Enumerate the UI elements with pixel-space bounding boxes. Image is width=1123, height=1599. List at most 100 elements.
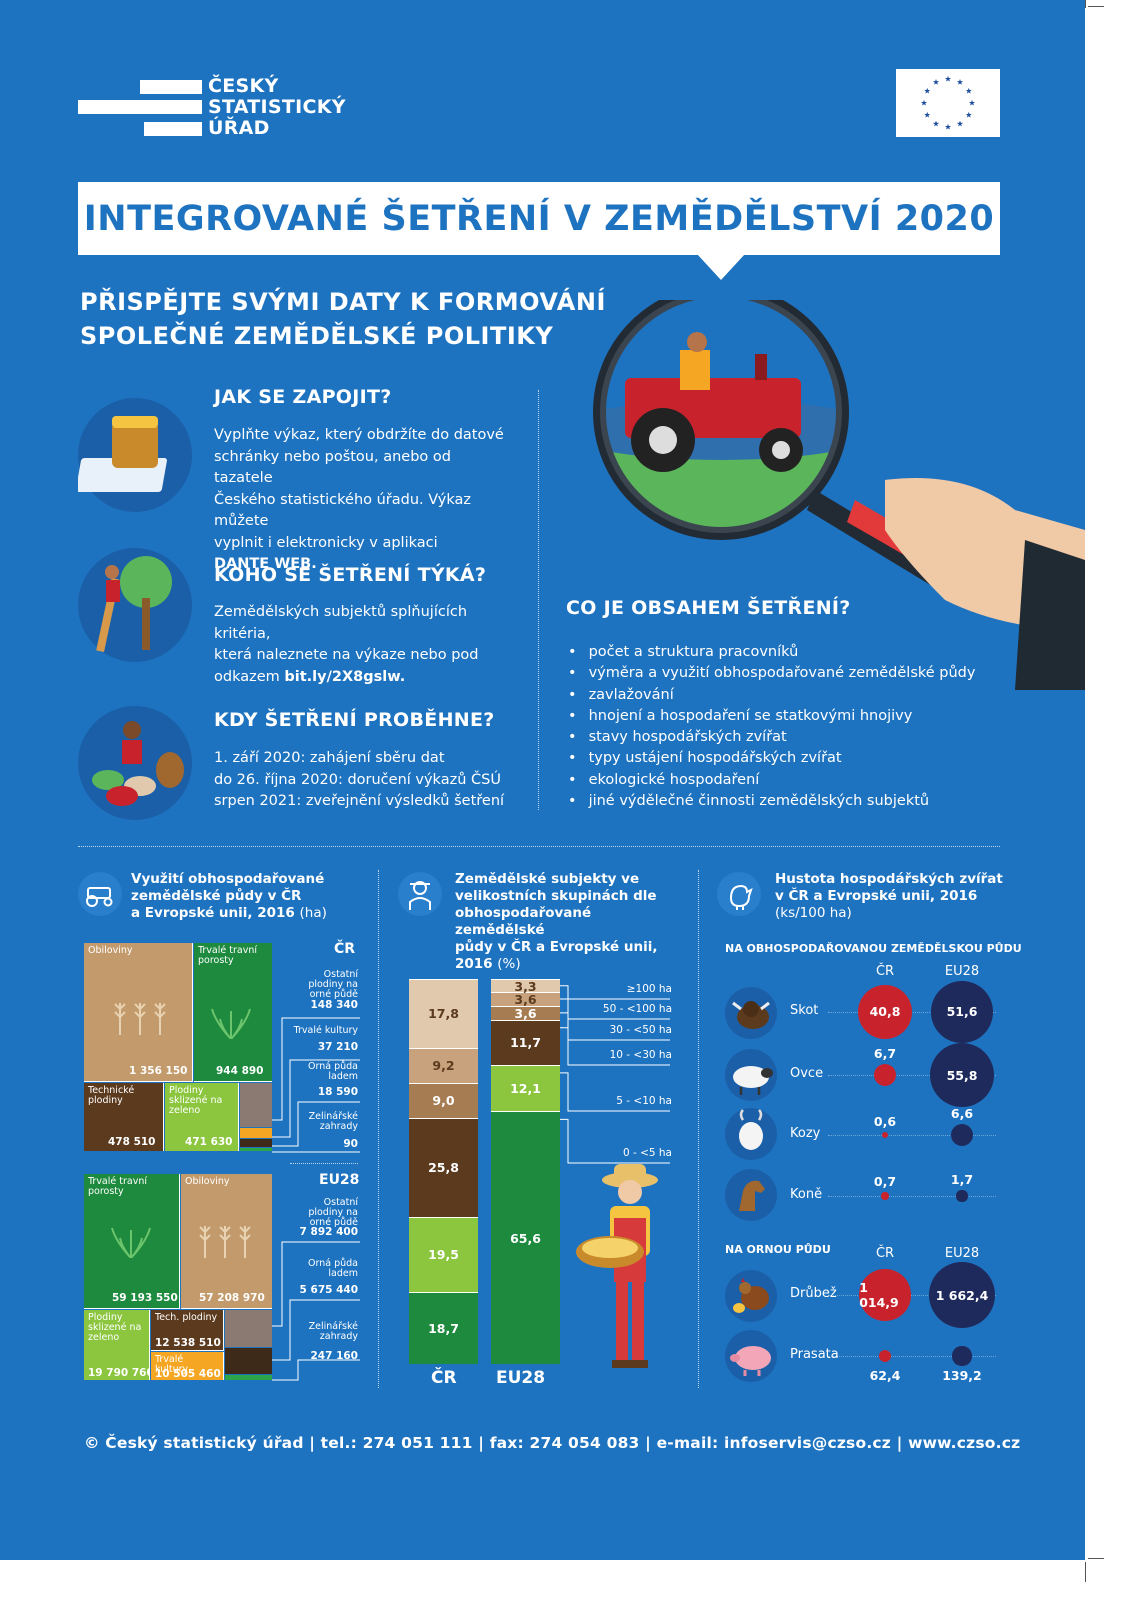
density-bubble-cr <box>881 1131 889 1139</box>
who-text: Zemědělských subjektů splňujících kritér… <box>214 604 479 685</box>
crop-mark <box>1085 1562 1086 1582</box>
eu-star <box>956 79 964 85</box>
farmer-with-grain-illustration <box>576 1164 658 1368</box>
eu-star <box>920 99 928 106</box>
bar-segment: 3,6 <box>491 992 560 1007</box>
criteria-link[interactable]: bit.ly/2X8gslw. <box>284 668 406 685</box>
chart3-col-eu-2: EU28 <box>944 1246 980 1261</box>
treemap-cell: Obiloviny 1 356 150 <box>84 943 193 1082</box>
animal-label: Ovce <box>790 1066 824 1081</box>
treemap-cell-fallow <box>225 1348 272 1374</box>
treemap-eu: Trvalé travní porosty 59 193 550 Obilovi… <box>84 1174 272 1380</box>
stacked-bar-eu: 65,6 12,1 11,7 3,6 3,6 3,3 <box>491 979 560 1364</box>
treemap-cr-leaders <box>272 1017 360 1153</box>
size-group-label: ≥100 ha <box>626 983 672 995</box>
when-text: 1. září 2020: zahájení sběru dat do 26. … <box>214 750 505 809</box>
tractor-icon <box>78 872 122 916</box>
chart-divider-2 <box>698 870 699 1388</box>
density-value: 6,7 <box>873 1045 897 1061</box>
side-label: Orná půda ladem <box>308 1061 358 1082</box>
density-bubble-eu <box>950 1123 973 1146</box>
size-leader-line <box>560 1027 670 1066</box>
eu-star <box>956 120 964 127</box>
dante-web-link[interactable]: DANTE WEB. <box>214 556 317 572</box>
chart3-title: Hustota hospodářských zvířat v ČR a Evro… <box>775 871 1003 921</box>
density-value: 62,4 <box>869 1368 901 1383</box>
animal-label: Skot <box>790 1003 819 1018</box>
subtitle: PŘISPĚJTE SVÝMI DATY K FORMOVÁNÍ SPOLEČN… <box>80 288 606 350</box>
row-guide <box>828 1012 996 1013</box>
row-guide <box>828 1196 996 1197</box>
title-pointer <box>697 254 745 280</box>
treemap-cell: Technické plodiny 478 510 <box>84 1083 164 1151</box>
density-value: 6,6 <box>950 1105 974 1121</box>
eu-star <box>965 111 972 118</box>
side-label: Zelinářské zahrady <box>308 1321 358 1342</box>
when-heading: KDY ŠETŘENÍ PROBĚHNE? <box>214 709 495 731</box>
treemap-cell: Trvalé kultury 10 505 460 <box>151 1352 224 1380</box>
side-label: Trvalé kultury <box>293 1025 358 1036</box>
pig-icon <box>725 1330 777 1382</box>
list-item: hnojení a hospodaření se statkovými hnoj… <box>568 706 1008 727</box>
bar-segment: 11,7 <box>491 1019 560 1065</box>
size-group-label: 30 - <50 ha <box>609 1024 672 1036</box>
animal-label: Drůbež <box>790 1286 837 1301</box>
size-group-label: 0 - <5 ha <box>622 1147 672 1159</box>
join-heading: JAK SE ZAPOJIT? <box>214 386 392 408</box>
treemap-cell-other-crops <box>240 1083 272 1127</box>
treemap-cr: Obiloviny 1 356 150 Trvalé travní porost… <box>84 943 272 1151</box>
treemap-cell-gardens <box>225 1375 272 1380</box>
chicken-icon <box>717 872 761 916</box>
size-group-label: 5 - <10 ha <box>616 1095 672 1107</box>
density-bubble-cr <box>878 1349 892 1363</box>
czso-logo[interactable]: ČESKÝ STATISTICKÝ ÚŘAD <box>78 76 346 140</box>
list-item: jiné výdělečné činnosti zemědělských sub… <box>568 791 1008 812</box>
animal-label: Koně <box>790 1187 823 1202</box>
eu-flag-icon <box>896 69 1000 137</box>
list-item: stavy hospodářských zvířat <box>568 727 1008 748</box>
chart1-title: Využití obhospodařované zemědělské půdy … <box>131 871 327 921</box>
density-bubble-eu: 1 662,4 <box>929 1262 995 1328</box>
side-value: 148 340 <box>310 999 359 1011</box>
chart-divider-1 <box>378 870 379 1388</box>
vegetable-vendor-icon <box>78 706 192 820</box>
chart1-divider <box>290 1163 358 1164</box>
animal-label: Kozy <box>790 1126 821 1141</box>
size-group-label: 50 - <100 ha <box>602 1003 672 1015</box>
bar-segment: 18,7 <box>409 1292 478 1364</box>
sheep-icon <box>725 1049 777 1101</box>
chart3-col-cr: ČR <box>875 964 895 979</box>
side-value: 7 892 400 <box>299 1226 358 1238</box>
eu-star <box>965 87 972 94</box>
side-value: 5 675 440 <box>299 1284 358 1296</box>
crop-mark <box>1088 1558 1104 1559</box>
size-leader-line <box>560 985 670 1000</box>
density-bubble-eu: 55,8 <box>930 1043 994 1107</box>
eu-star <box>968 99 976 106</box>
treemap-cell: Trvalé travní porosty 944 890 <box>194 943 272 1082</box>
treemap-cell: Plodiny sklizené na zeleno 19 790 760 <box>84 1310 150 1380</box>
density-bubble-cr: 1 014,9 <box>859 1269 911 1321</box>
row-guide <box>828 1356 996 1357</box>
size-leader-line <box>560 1072 670 1112</box>
side-value: 90 <box>343 1138 358 1150</box>
bar-segment: 9,0 <box>409 1082 478 1118</box>
cattle-icon <box>725 987 777 1039</box>
eu-star <box>944 123 952 130</box>
list-item: typy ustájení hospodářských zvířat <box>568 748 1008 769</box>
bar-segment: 12,1 <box>491 1064 560 1112</box>
poster: ČESKÝ STATISTICKÝ ÚŘAD INTEGROVANÉ ŠETŘE… <box>0 0 1085 1560</box>
animal-label: Prasata <box>790 1347 839 1362</box>
row-guide <box>828 1295 996 1296</box>
size-leader-lines <box>560 985 670 1164</box>
size-group-label: 10 - <30 ha <box>609 1049 672 1061</box>
side-label: Ostatní plodiny na orné půdě <box>308 969 358 1000</box>
treemap-cell: Tech. plodiny 12 538 510 <box>151 1310 224 1351</box>
chart3-col-cr-2: ČR <box>875 1246 895 1261</box>
treemap-cell-permanent-crops <box>240 1128 272 1138</box>
chart3-section1-heading: NA OBHOSPODAŘOVANOU ZEMĚDĚLSKOU PŮDU <box>725 942 1022 955</box>
list-item: zavlažování <box>568 685 1008 706</box>
magnifier-tractor-illustration <box>593 300 1085 690</box>
poultry-icon <box>725 1270 777 1322</box>
join-text: Vyplňte výkaz, který obdržíte do datové … <box>214 427 504 572</box>
